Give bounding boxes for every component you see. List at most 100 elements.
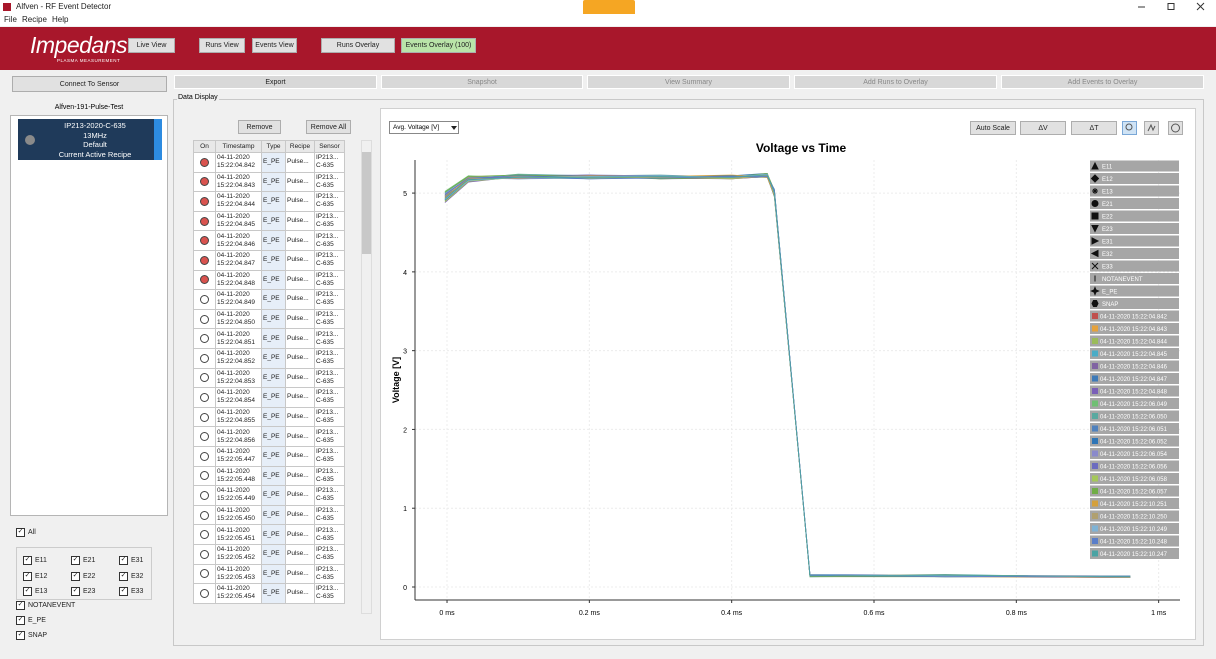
toggle-dot[interactable]: [200, 392, 209, 402]
row-toggle[interactable]: [193, 447, 216, 467]
checkbox[interactable]: ✓: [16, 616, 25, 625]
legend-item[interactable]: [1090, 173, 1179, 184]
legend-item[interactable]: [1090, 235, 1179, 247]
legend-item[interactable]: [1090, 298, 1179, 309]
view-button[interactable]: Runs Overlay: [321, 38, 395, 53]
toggle-dot[interactable]: [200, 157, 209, 167]
legend-item[interactable]: [1090, 160, 1179, 172]
toggle-dot[interactable]: [200, 412, 209, 422]
dropdown-arrow[interactable]: [451, 126, 457, 130]
row-toggle[interactable]: [193, 270, 216, 291]
legend-item[interactable]: [1090, 198, 1179, 209]
filter-extra[interactable]: ✓ NOTANEVENT: [16, 601, 75, 610]
action-button[interactable]: View Summary: [587, 75, 790, 89]
scrollbar[interactable]: [361, 140, 372, 614]
legend-item[interactable]: [1090, 223, 1179, 234]
toggle-dot[interactable]: [200, 451, 209, 461]
row-toggle[interactable]: [193, 231, 216, 251]
legend-item[interactable]: [1090, 260, 1179, 272]
tray-icons[interactable]: [583, 0, 635, 18]
view-button[interactable]: Runs View: [199, 38, 245, 53]
legend-item[interactable]: [1090, 210, 1179, 222]
row-toggle[interactable]: [193, 211, 216, 232]
row-toggle[interactable]: [193, 466, 216, 487]
toggle-dot[interactable]: [200, 471, 209, 481]
checkbox[interactable]: ✓: [71, 556, 80, 565]
row-toggle[interactable]: [193, 545, 216, 565]
table-button[interactable]: Remove All: [306, 120, 351, 134]
toggle-dot[interactable]: [200, 510, 209, 520]
toggle-dot[interactable]: [200, 236, 209, 246]
filter-extra[interactable]: ✓ E_PE: [16, 616, 46, 625]
menu-item[interactable]: Help: [52, 15, 69, 24]
action-button[interactable]: Export: [174, 75, 377, 89]
chart-tool-icons[interactable]: [1122, 121, 1188, 135]
chart-button[interactable]: Auto Scale: [970, 121, 1016, 135]
toggle-dot[interactable]: [200, 569, 209, 579]
row-toggle[interactable]: [193, 368, 216, 389]
row-toggle[interactable]: [193, 525, 216, 545]
toggle-dot[interactable]: [200, 294, 209, 304]
action-button[interactable]: Snapshot: [381, 75, 583, 89]
toggle-dot[interactable]: [200, 588, 209, 598]
row-toggle[interactable]: [193, 388, 216, 408]
chart-button[interactable]: ΔT: [1071, 121, 1117, 135]
row-toggle[interactable]: [193, 251, 216, 271]
toggle-dot[interactable]: [200, 432, 209, 442]
filter-event[interactable]: ✓ E33: [119, 587, 143, 596]
dropdown[interactable]: Avg. Voltage [V]: [389, 121, 459, 134]
toggle-dot[interactable]: [200, 196, 209, 206]
legend-item[interactable]: [1090, 185, 1179, 197]
row-toggle[interactable]: [193, 505, 216, 526]
filter-event[interactable]: ✓ E23: [71, 587, 95, 596]
toggle-dot[interactable]: [200, 490, 209, 500]
filter-event[interactable]: ✓ E13: [23, 587, 47, 596]
toggle-dot[interactable]: [200, 255, 209, 265]
view-button[interactable]: Live View: [128, 38, 175, 53]
row-toggle[interactable]: [193, 427, 216, 447]
row-toggle[interactable]: [193, 349, 216, 369]
row-toggle[interactable]: [193, 486, 216, 506]
row-toggle[interactable]: [193, 584, 216, 604]
toggle-dot[interactable]: [200, 334, 209, 344]
toggle-dot[interactable]: [200, 373, 209, 383]
filter-event[interactable]: ✓ E21: [71, 556, 95, 565]
row-toggle[interactable]: [193, 290, 216, 310]
checkbox[interactable]: ✓: [71, 587, 80, 596]
checkbox[interactable]: ✓: [23, 571, 32, 581]
view-button[interactable]: Events View: [252, 38, 297, 53]
toggle-dot[interactable]: [200, 530, 209, 540]
menu-item[interactable]: Recipe: [22, 15, 47, 24]
checkbox[interactable]: ✓: [16, 528, 25, 537]
filter-event[interactable]: ✓ E31: [119, 556, 143, 565]
toggle-dot[interactable]: [200, 275, 209, 285]
card-arrow[interactable]: [154, 119, 162, 160]
connect-button[interactable]: Connect To Sensor: [12, 76, 167, 92]
table-button[interactable]: Remove: [238, 120, 281, 134]
row-toggle[interactable]: [193, 564, 216, 585]
menu-item[interactable]: File: [4, 15, 17, 24]
filter-event[interactable]: ✓ E22: [71, 571, 95, 581]
action-button[interactable]: Add Runs to Overlay: [794, 75, 997, 89]
filter-event[interactable]: ✓ E12: [23, 571, 47, 581]
row-toggle[interactable]: [193, 309, 216, 330]
checkbox[interactable]: ✓: [119, 587, 128, 596]
legend-item[interactable]: [1090, 273, 1179, 284]
legend-item[interactable]: [1090, 285, 1179, 297]
checkbox[interactable]: ✓: [119, 556, 128, 565]
filter-all[interactable]: ✓ All: [16, 528, 36, 537]
toggle-dot[interactable]: [200, 353, 209, 363]
checkbox[interactable]: ✓: [119, 571, 128, 581]
filter-event[interactable]: ✓ E32: [119, 571, 143, 581]
row-toggle[interactable]: [193, 172, 216, 193]
checkbox[interactable]: ✓: [23, 587, 32, 596]
toggle-dot[interactable]: [200, 216, 209, 226]
filter-event[interactable]: ✓ E11: [23, 556, 47, 565]
scroll-thumb[interactable]: [362, 152, 371, 254]
row-toggle[interactable]: [193, 329, 216, 349]
action-button[interactable]: Add Events to Overlay: [1001, 75, 1204, 89]
chart-button[interactable]: ΔV: [1020, 121, 1066, 135]
checkbox[interactable]: ✓: [16, 601, 25, 610]
window-controls[interactable]: [1130, 0, 1216, 14]
row-toggle[interactable]: [193, 407, 216, 428]
